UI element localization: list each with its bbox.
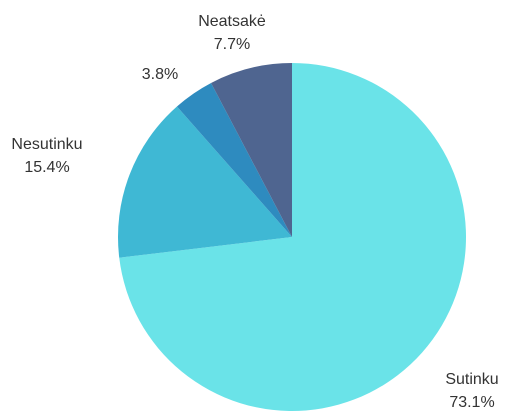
slice-label: Neatsakė (198, 13, 266, 30)
slice-value-label: 73.1% (449, 394, 494, 411)
pie-slice (119, 63, 466, 411)
slice-value-label: 7.7% (214, 36, 250, 53)
slice-value-label: 3.8% (142, 66, 178, 83)
slice-label: Sutinku (445, 371, 498, 388)
slice-value-label: 15.4% (24, 159, 69, 176)
pie-slice (176, 82, 292, 237)
slice-label: Nesutinku (11, 136, 82, 153)
pie-slice (117, 106, 292, 258)
pie-slice (211, 63, 292, 237)
